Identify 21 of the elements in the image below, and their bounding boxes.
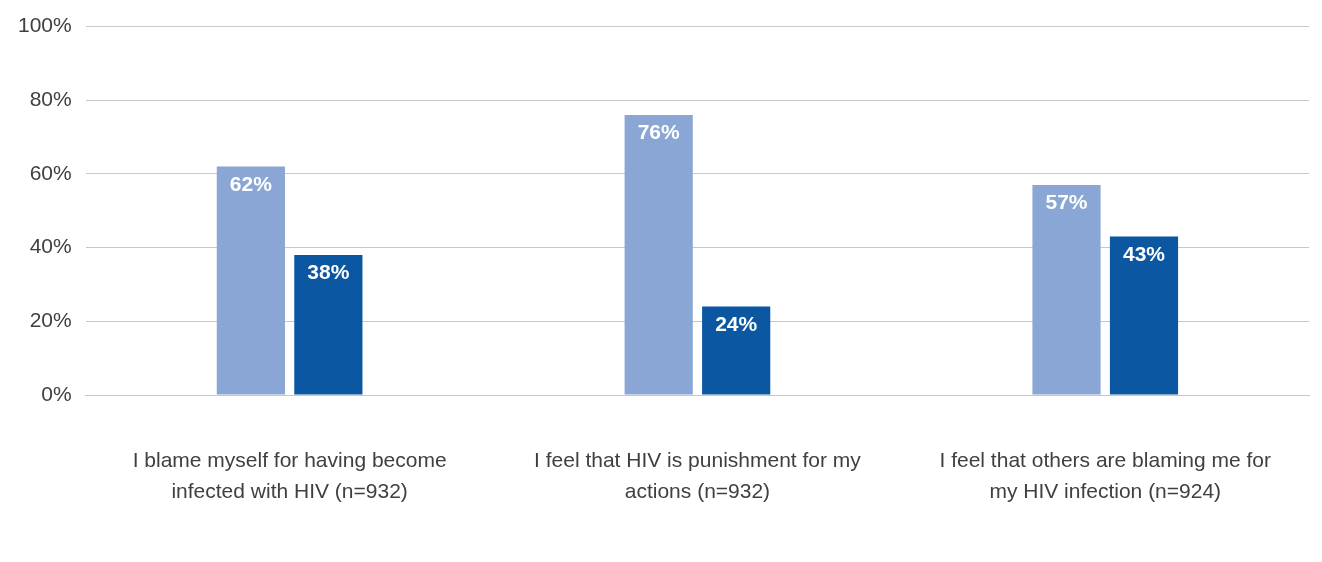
data-label: 38% xyxy=(307,260,350,284)
y-tick-label: 20% xyxy=(29,308,72,332)
bar xyxy=(294,255,363,395)
y-tick-label: 0% xyxy=(41,381,72,405)
bar xyxy=(216,166,285,395)
x-tick-label: I feel that others are blaming me for my HIV infection (n=924) xyxy=(939,447,1272,503)
data-label: 43% xyxy=(1122,241,1166,265)
bar xyxy=(624,115,693,395)
x-tick-label: I blame myself for having become infected with HIV (n=932) xyxy=(132,447,447,503)
bar xyxy=(1032,185,1101,395)
y-tick-label: 60% xyxy=(29,160,72,184)
y-tick-label: 80% xyxy=(29,87,72,111)
data-label: 57% xyxy=(1045,190,1088,214)
bar xyxy=(702,306,771,395)
data-label: 24% xyxy=(715,311,758,335)
x-tick-label: I feel that HIV is punishment for my actions (n=932) xyxy=(534,447,862,503)
y-tick-label: 100% xyxy=(17,13,72,37)
bar xyxy=(1109,236,1179,395)
y-tick-label: 40% xyxy=(29,234,72,258)
data-label: 62% xyxy=(229,171,273,195)
data-label: 76% xyxy=(637,120,681,144)
